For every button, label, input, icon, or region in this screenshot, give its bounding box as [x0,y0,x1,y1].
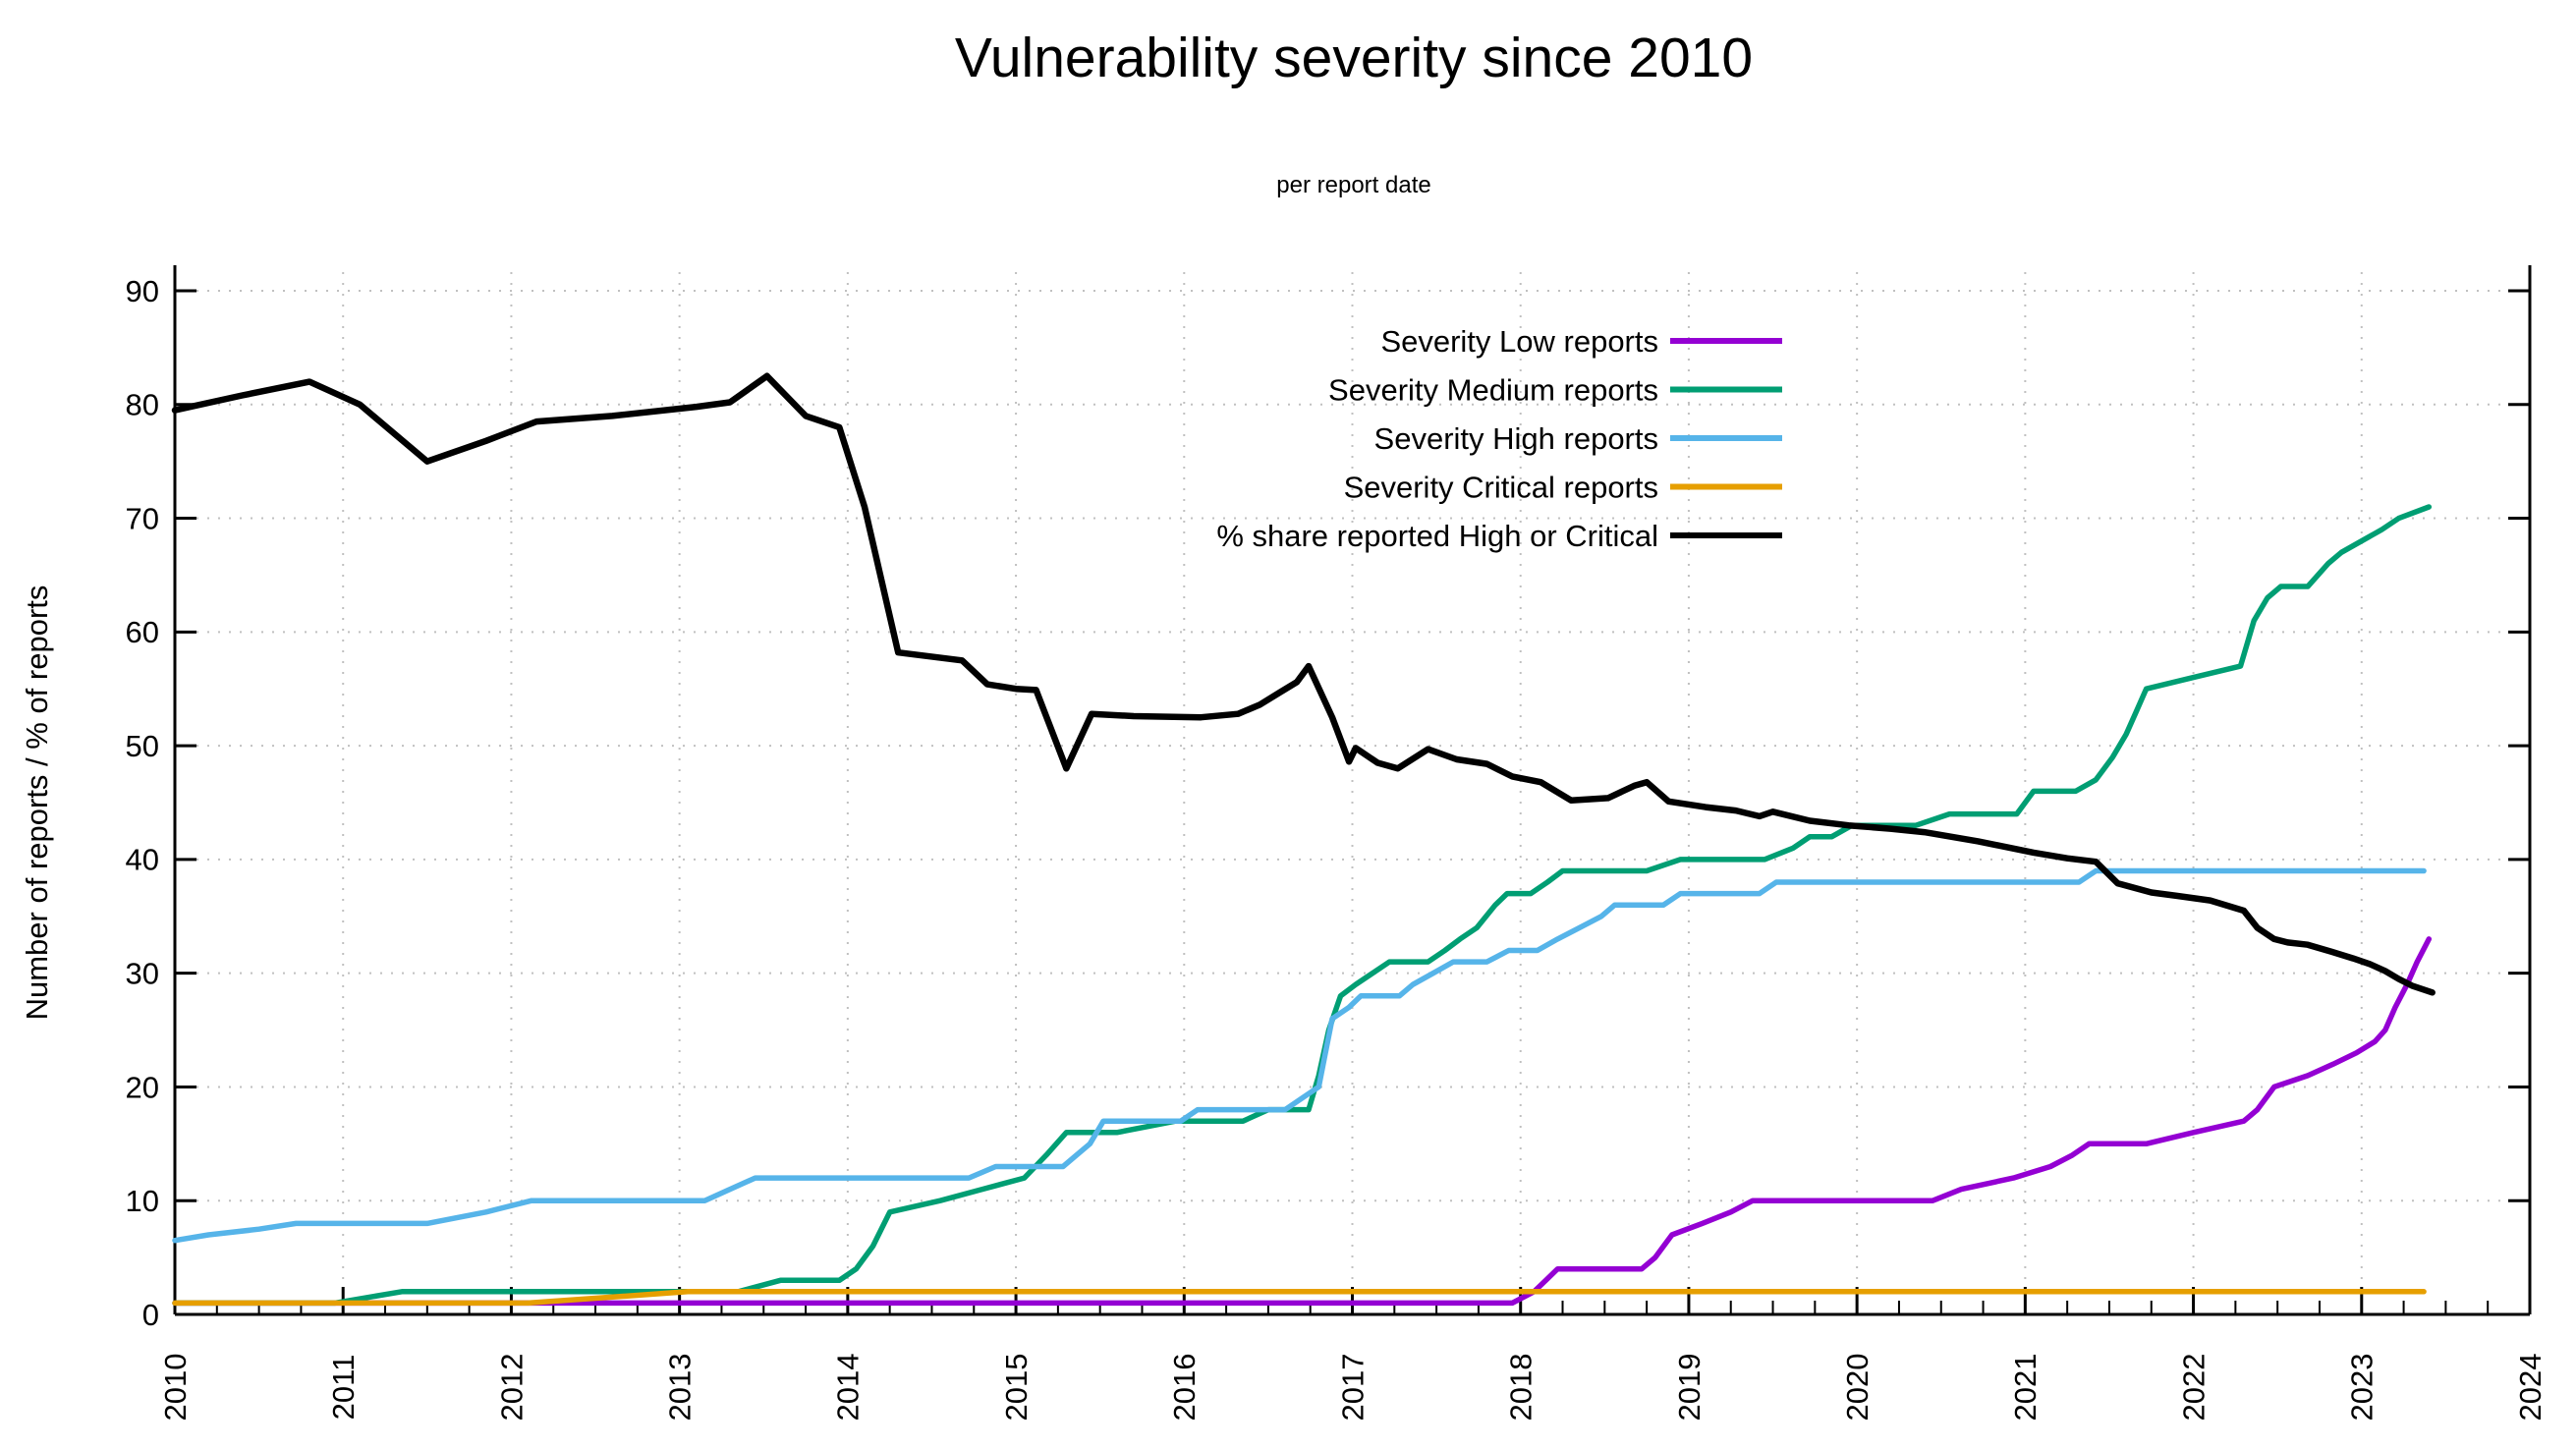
legend-entry: Severity Medium reports [1328,372,1782,407]
legend-entry: Severity Low reports [1380,324,1782,359]
chart-title: Vulnerability severity since 2010 [955,27,1753,89]
legend-label: Severity Medium reports [1328,372,1658,407]
data-series [171,372,2436,1307]
x-tick-label: 2012 [494,1354,529,1421]
x-tick-label: 2018 [1504,1354,1539,1421]
y-tick-label: 70 [126,501,159,535]
series-critical-line [172,1289,2427,1307]
y-tick-label: 80 [126,388,159,422]
legend-entry: % share reported High or Critical [1216,519,1782,553]
x-tick-label: 2016 [1167,1354,1202,1421]
x-tick-label: 2013 [662,1354,697,1421]
x-tick-label: 2011 [326,1355,361,1421]
y-tick-label: 60 [126,615,159,649]
axis-tick-labels: 0 10 20 30 40 50 60 70 80 90 2010 2011 2012 2013 2014 2… [126,274,2548,1421]
axes [173,265,2532,1316]
x-tick-label: 2019 [1672,1354,1707,1421]
y-axis-label: Number of reports / % of reports [20,585,54,1021]
series-medium-line [172,504,2433,1307]
y-tick-label: 20 [126,1070,159,1104]
legend-entry: Severity High reports [1374,421,1782,456]
x-tick-label: 2022 [2176,1354,2211,1421]
legend-label: Severity High reports [1374,421,1658,456]
series-low-line [172,936,2433,1307]
x-tick-label: 2021 [2008,1354,2043,1421]
x-tick-label: 2015 [999,1354,1034,1421]
y-tick-label: 40 [126,843,159,877]
series-share-line [171,372,2436,996]
x-tick-label: 2020 [1840,1354,1875,1421]
x-tick-label: 2017 [1335,1354,1370,1421]
x-tick-label: 2014 [831,1354,866,1421]
x-tick-label: 2023 [2345,1354,2380,1421]
x-tick-label: 2010 [158,1354,193,1421]
y-tick-label: 90 [126,274,159,308]
series-high-line [172,867,2427,1244]
legend-label: Severity Low reports [1380,324,1658,359]
legend-label: % share reported High or Critical [1216,519,1658,553]
grid-lines [174,272,2531,1314]
legend: Severity Low reports Severity Medium repo… [1216,324,1782,553]
y-tick-label: 10 [126,1184,159,1218]
legend-label: Severity Critical reports [1344,470,1658,504]
y-tick-label: 0 [142,1298,159,1332]
y-tick-label: 50 [126,729,159,763]
x-tick-label: 2024 [2513,1354,2548,1421]
y-tick-label: 30 [126,957,159,991]
chart-subtitle: per report date [1276,172,1430,198]
legend-entry: Severity Critical reports [1344,470,1782,504]
